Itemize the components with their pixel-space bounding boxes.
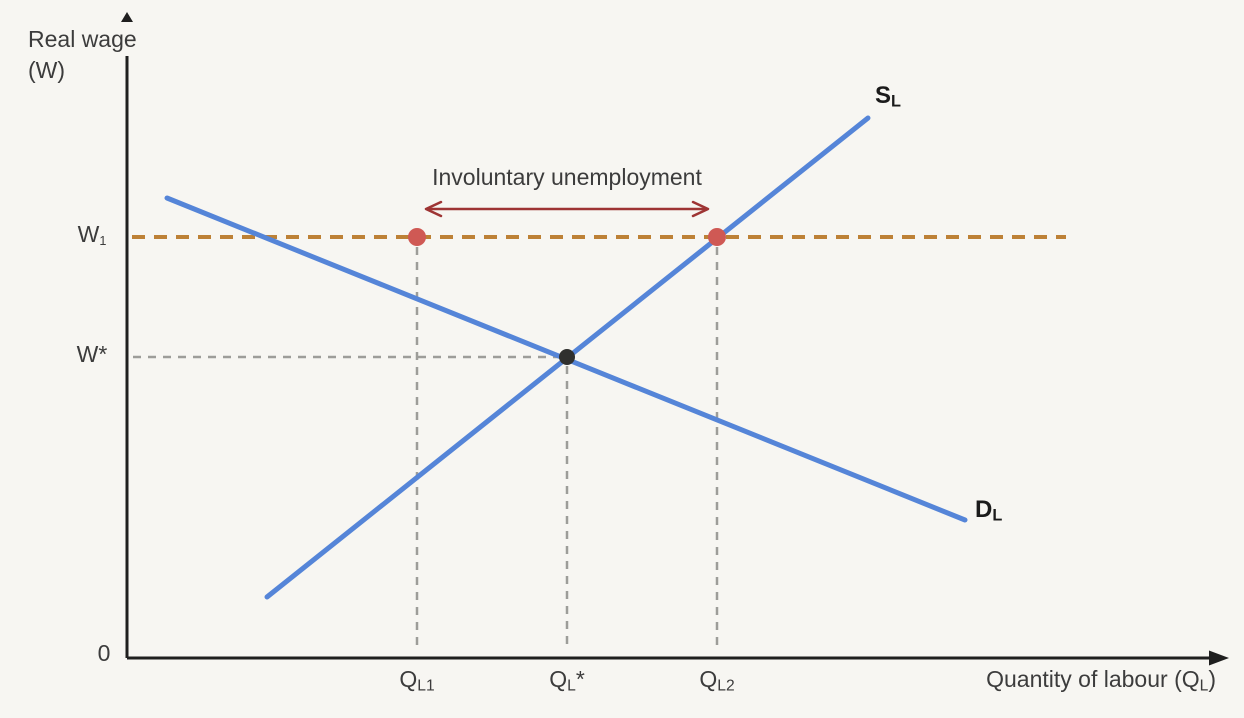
unemployment-arrow-left-head-icon	[424, 200, 443, 218]
y-axis-arrowhead-icon	[121, 12, 133, 22]
labour-supplied-at-w1-point	[708, 228, 726, 246]
x-tick-label-ql1: QL1	[399, 666, 435, 695]
equilibrium-point	[559, 349, 575, 365]
origin-label: 0	[97, 640, 111, 666]
x-tick-label-qlstar: QL*	[549, 666, 585, 695]
involuntary-unemployment-label: Involuntary unemployment	[432, 164, 702, 190]
y-axis-title-line2: (W)	[28, 57, 66, 83]
labour-demanded-at-w1-point	[408, 228, 426, 246]
x-axis-arrowhead-icon	[1209, 650, 1229, 666]
y-tick-label-w1: W1	[77, 221, 107, 248]
y-tick-label-wstar: W*	[76, 341, 108, 367]
unemployment-arrow-right-head-icon	[691, 200, 710, 218]
x-tick-label-ql2: QL2	[699, 666, 735, 695]
y-axis-title-line1: Real wage	[28, 26, 137, 52]
supply-curve-label: SL	[875, 82, 901, 111]
x-axis-title: Quantity of labour (QL)	[986, 666, 1216, 695]
y-axis-title: Real wage (W)	[28, 24, 137, 86]
demand-curve-label: DL	[975, 496, 1003, 525]
